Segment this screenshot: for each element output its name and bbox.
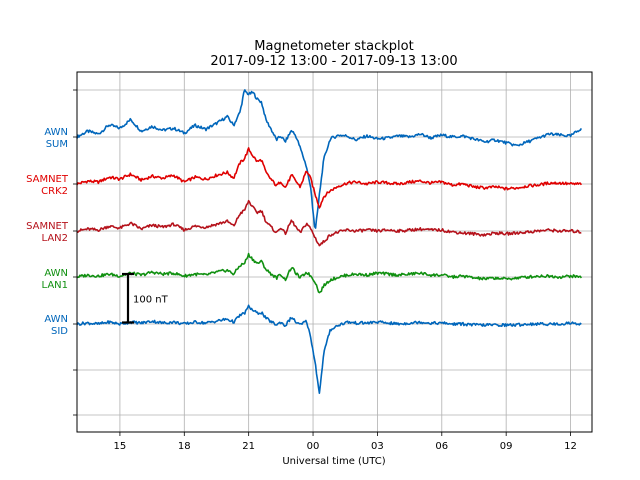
- y-ticks: [73, 89, 77, 416]
- x-ticks: 15 18 21 00 03 06 09 12: [114, 432, 577, 452]
- scale-bar-label: 100 nT: [133, 294, 169, 305]
- x-tick-label-09: 09: [500, 441, 513, 452]
- series-lines: [76, 89, 582, 395]
- chart-title: Magnetometer stackplot: [254, 39, 413, 54]
- series-label-awn-sum-line-2: SUM: [46, 139, 68, 150]
- series-line-awn-lan1: [76, 252, 582, 294]
- series-line-samnet-crk2: [76, 147, 582, 209]
- scale-bar: 100 nT: [122, 272, 169, 324]
- x-tick-label-15: 15: [114, 441, 127, 452]
- series-label-samnet-crk2-line-1: SAMNET: [26, 174, 69, 185]
- x-tick-label-18: 18: [178, 441, 191, 452]
- series-line-awn-sum: [76, 89, 582, 229]
- series-label-samnet-crk2-line-2: CRK2: [41, 186, 68, 197]
- series-label-awn-sum-line-1: AWN: [44, 127, 68, 138]
- x-tick-label-21: 21: [242, 441, 255, 452]
- x-axis-label: Universal time (UTC): [282, 456, 385, 467]
- plot-frame: [76, 71, 593, 433]
- series-label-awn-lan1-line-2: LAN1: [42, 280, 68, 291]
- series-label-samnet-lan2-line-1: SAMNET: [26, 221, 69, 232]
- series-label-awn-sid-line-1: AWN: [44, 314, 68, 325]
- chart-subtitle: 2017-09-12 13:00 - 2017-09-13 13:00: [210, 54, 457, 69]
- x-tick-label-00: 00: [307, 441, 320, 452]
- x-tick-label-12: 12: [564, 441, 577, 452]
- series-label-awn-sid-line-2: SID: [51, 326, 68, 337]
- series-label-samnet-lan2-line-2: LAN2: [42, 233, 68, 244]
- series-line-awn-sid: [76, 304, 582, 395]
- x-tick-label-06: 06: [435, 441, 448, 452]
- series-line-samnet-lan2: [76, 199, 582, 247]
- x-tick-label-03: 03: [371, 441, 384, 452]
- series-label-awn-lan1-line-1: AWN: [44, 268, 68, 279]
